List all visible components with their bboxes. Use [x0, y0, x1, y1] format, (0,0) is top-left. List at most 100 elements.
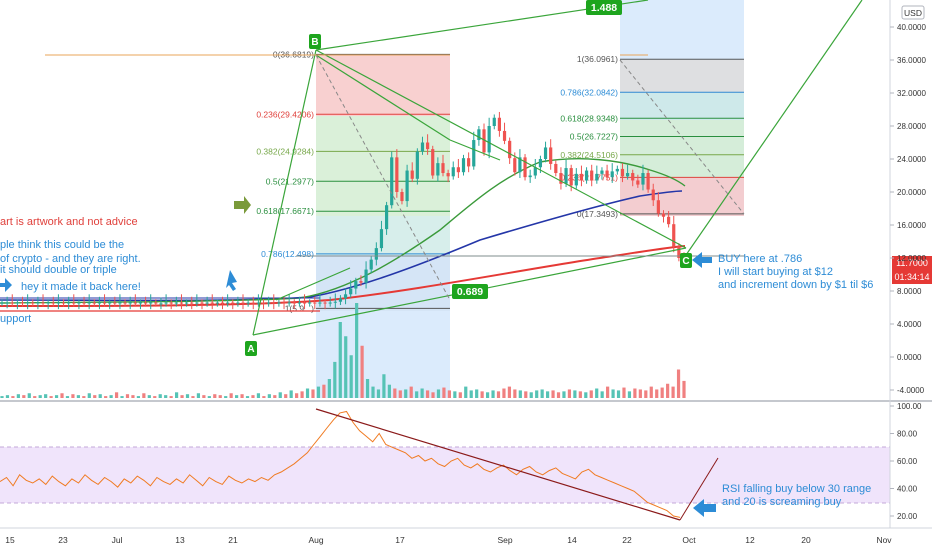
volume-bar [191, 396, 195, 398]
volume-bar [442, 387, 446, 398]
volume-bar [595, 388, 599, 398]
volume-bar [245, 396, 250, 398]
candle-body [128, 302, 132, 304]
volume-bar [540, 389, 544, 398]
candle-body [369, 259, 373, 270]
svg-text:1.488: 1.488 [591, 2, 617, 14]
candle-body [415, 151, 419, 179]
volume-bar [316, 386, 321, 398]
green-arrow-icon [234, 196, 251, 214]
candle-body [569, 168, 573, 186]
price-pane[interactable]: 0(36.6819) 0.236(29.4206) 0.382(24.9284) 0.… [0, 0, 932, 398]
disclaimer-text: art is artwork and not advice [0, 216, 138, 228]
price-axis[interactable]: USD 40.0000 36.0000 32.0000 28.0000 24.0000 2… [889, 0, 926, 528]
volume-bar [578, 391, 582, 398]
volume-bar [5, 395, 10, 398]
volume-bar [415, 391, 419, 398]
candle-body [446, 173, 450, 177]
volume-bar [11, 396, 15, 398]
candle-body [282, 302, 286, 304]
volume-bar [142, 393, 146, 398]
volume-bar [164, 395, 168, 398]
buy-text-1: BUY here at .786 [718, 253, 802, 265]
candle-body [328, 302, 332, 304]
candle-body [405, 170, 409, 202]
candle-body [420, 142, 425, 152]
rsi-text-2: and 20 is screaming buy [722, 496, 842, 508]
volume-bar [535, 390, 539, 398]
volume-bar [562, 391, 566, 398]
volume-bar [295, 393, 299, 398]
candle-body [77, 302, 81, 304]
fib-level-label: 0.382(24.9284) [256, 146, 314, 156]
rsi-tick-label: 60.00 [897, 457, 918, 466]
fib-level-label: 0.786(12.498) [261, 249, 314, 259]
volume-bar [131, 395, 135, 398]
volume-bar [38, 395, 42, 398]
candle-body [549, 147, 553, 164]
volume-bar [284, 394, 288, 398]
candle-body [538, 159, 543, 168]
note-line-3: it should double or triple [0, 264, 117, 276]
volume-bar [27, 393, 31, 398]
candle-body [10, 302, 14, 304]
volume-bar [682, 380, 686, 398]
candles [0, 111, 686, 310]
fib-level-label: 0.618(17.6671) [256, 206, 314, 216]
time-tick-label: 17 [395, 535, 405, 545]
candle-body [169, 302, 173, 304]
candle-body [231, 302, 235, 304]
buy-text-3: and increment down by $1 til $6 [718, 279, 873, 291]
candle-body [246, 302, 250, 304]
volume-bar [513, 389, 517, 398]
fib-right-level-label: 0.618(28.9348) [560, 113, 618, 123]
volume-bar [616, 390, 621, 398]
volume-bar [207, 396, 211, 398]
time-axis[interactable]: 15 23 Jul 13 21 Aug 17 Sep 14 22 Oct 12 20 Nov [0, 527, 932, 545]
volume-bar [311, 389, 315, 398]
candle-body [287, 302, 291, 304]
candle-body [256, 302, 260, 304]
candle-body [600, 170, 604, 174]
candle-body [661, 213, 666, 217]
volume-bar [136, 396, 140, 398]
candle-body [456, 167, 460, 173]
candle-body [220, 302, 225, 304]
candle-body [349, 288, 353, 295]
fib-zone-right-grey [620, 60, 744, 93]
volume-bar [349, 355, 353, 398]
fib-level-label: 0.236(29.4206) [256, 109, 314, 119]
candle-body [20, 302, 25, 304]
volume-bar [44, 394, 48, 398]
volume-bar [104, 396, 108, 398]
volume-bar [485, 392, 490, 398]
point-A: A [245, 341, 257, 356]
candle-body [584, 170, 589, 181]
candle-body [482, 129, 486, 153]
volume-bar [49, 396, 53, 398]
candle-body [667, 216, 671, 225]
blue-arrow-down-icon [226, 270, 237, 291]
price-tick-label: -4.0000 [897, 386, 925, 395]
volume-bar [676, 369, 681, 398]
rsi-pane[interactable]: RSI falling buy below 30 range and 20 is… [0, 408, 890, 521]
candle-body [590, 170, 594, 181]
candle-body [492, 117, 496, 126]
candle-body [543, 147, 548, 159]
fib-right-level-label: 0.786(32.0842) [560, 87, 618, 97]
candle-body [215, 302, 219, 304]
time-tick-label: 12 [745, 535, 755, 545]
volume-bar [666, 383, 670, 398]
volume-bar [224, 396, 228, 398]
svg-text:0.689: 0.689 [457, 286, 483, 298]
volume-bar [202, 395, 206, 398]
candle-body [641, 173, 645, 185]
candle-body [513, 158, 517, 173]
volume-bar [518, 390, 522, 398]
time-tick-label: Sep [497, 535, 512, 545]
ma-red-line [0, 245, 686, 307]
volume-bar [344, 336, 348, 398]
time-tick-label: 15 [5, 535, 15, 545]
candle-body [595, 173, 599, 181]
